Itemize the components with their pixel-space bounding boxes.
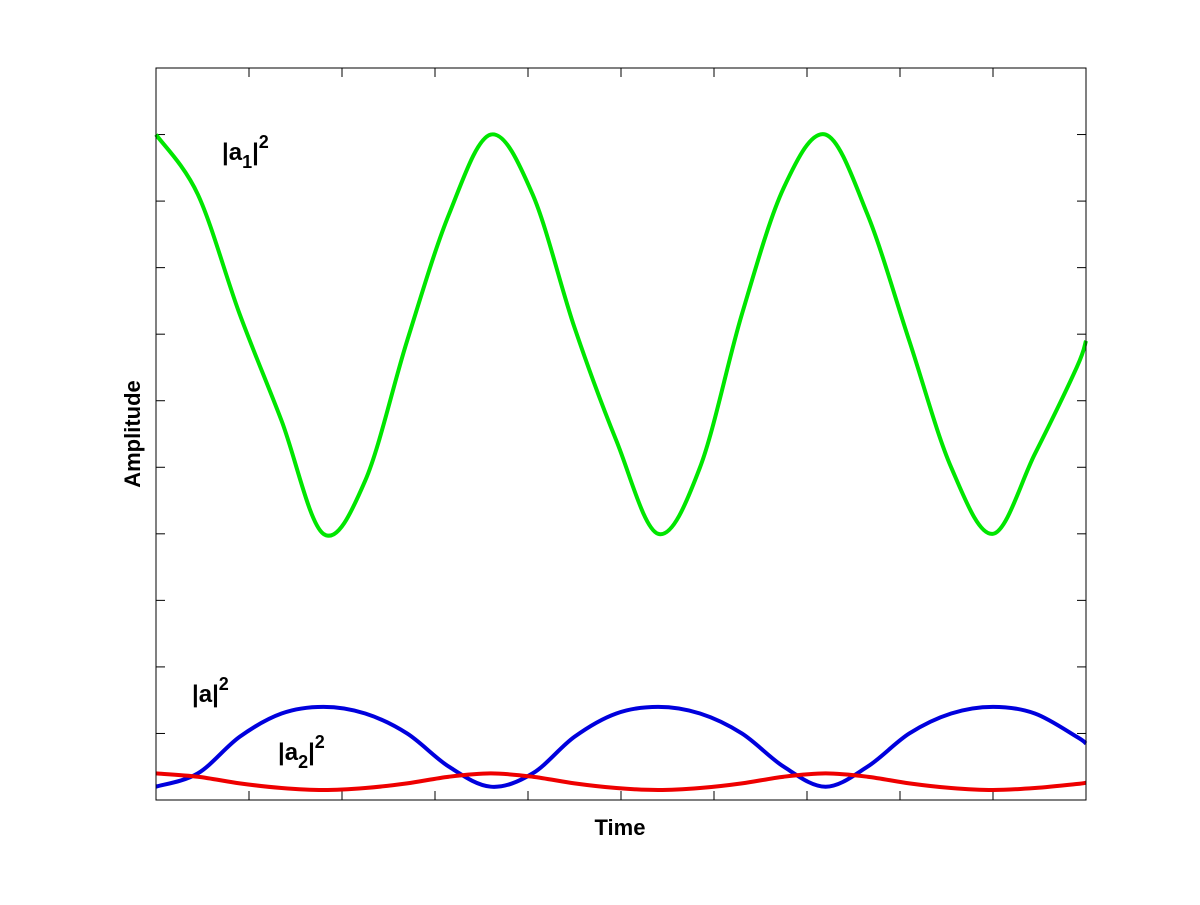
- curve-labels: |a1|2 |a|2 |a2|2: [192, 132, 325, 772]
- series-line-a2-squared: [155, 771, 1087, 793]
- plot-background: [156, 68, 1086, 800]
- curve-label-a2-squared: |a2|2: [278, 732, 325, 772]
- curve-label-a1-squared: |a1|2: [222, 132, 269, 172]
- y-axis-label: Amplitude: [120, 380, 145, 488]
- series-line-a1-squared: [154, 132, 1088, 538]
- series-layer: [154, 132, 1088, 793]
- series-line-a-squared: [155, 704, 1088, 789]
- curve-label-a-squared: |a|2: [192, 674, 229, 708]
- axis-ticks: [155, 68, 1087, 800]
- x-axis-label: Time: [595, 815, 646, 840]
- plot-frame: [155, 67, 1087, 801]
